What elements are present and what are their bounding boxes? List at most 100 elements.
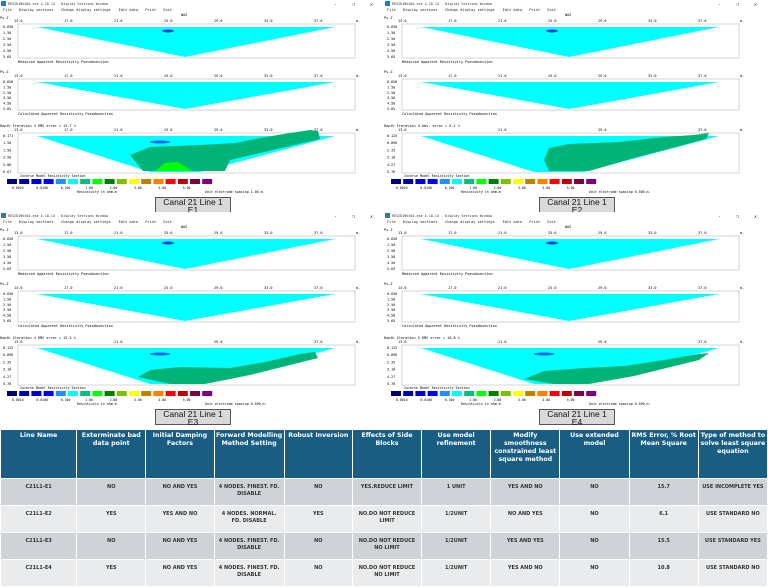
pseudosection xyxy=(37,27,335,57)
close-button[interactable]: ✕ xyxy=(754,214,757,220)
legend-value: 3.00 xyxy=(134,398,142,402)
legend-swatch xyxy=(391,391,401,396)
pseudosection xyxy=(421,239,719,269)
model-anomaly xyxy=(130,130,320,171)
depth-label: 4.27 xyxy=(387,375,395,379)
menu-item[interactable]: Edit data xyxy=(119,8,138,12)
close-button[interactable]: ✕ xyxy=(754,2,757,8)
legend-value: 5.00 xyxy=(567,398,575,402)
menu-item[interactable]: Change display settings xyxy=(61,8,111,12)
menu-item[interactable]: File xyxy=(387,8,396,12)
depth-label: 1.50 xyxy=(387,31,395,35)
minimize-button[interactable]: - xyxy=(334,2,337,8)
minimize-button[interactable]: - xyxy=(334,214,337,220)
unit-label: m. xyxy=(356,74,360,78)
legend-value: 4.00 xyxy=(158,186,166,190)
x-tick-label: 33.0 xyxy=(264,286,272,290)
menu-item[interactable]: Edit data xyxy=(119,220,138,224)
legend-value: 0.100 xyxy=(61,186,71,190)
menu-item[interactable]: Display sections xyxy=(19,8,54,12)
model-anomaly xyxy=(524,353,709,384)
menu-item[interactable]: Edit data xyxy=(503,220,522,224)
minimize-button[interactable]: - xyxy=(718,2,721,8)
section-window-E1[interactable]: RES2DINVx64.exe 4.10.14 - Display Sectio… xyxy=(0,0,384,213)
x-tick-label: 21.0 xyxy=(114,128,122,132)
unit-label: m. xyxy=(356,286,360,290)
x-tick-label: 29.0 xyxy=(214,286,222,290)
menu-item[interactable]: Display sections xyxy=(403,220,438,224)
menu-item[interactable]: File xyxy=(3,8,12,12)
legend-swatch xyxy=(19,391,30,396)
x-tick-label: 13.0 xyxy=(14,128,22,132)
menu-item[interactable]: Edit data xyxy=(503,8,522,12)
close-button[interactable]: ✕ xyxy=(370,214,373,220)
legend-value: 0.0100 xyxy=(36,186,48,190)
legend-swatch xyxy=(403,179,414,184)
x-tick-label: 13.0 xyxy=(14,231,22,235)
menu-item[interactable]: Change display settings xyxy=(445,8,495,12)
section-window-E2[interactable]: RES2DINVx64.exe 4.10.14 - Display Sectio… xyxy=(384,0,768,213)
menu-item[interactable]: Change display settings xyxy=(445,220,495,224)
menu-item[interactable]: Print xyxy=(145,220,156,224)
depth-label: 0.650 xyxy=(387,292,397,296)
legend-value: 3.00 xyxy=(134,186,142,190)
close-button[interactable]: ✕ xyxy=(370,2,373,8)
iteration-header: Depth Iteration 4 Abs. error = 6.1 % xyxy=(384,124,461,128)
menu-item[interactable]: Change display settings xyxy=(61,220,111,224)
legend-swatch xyxy=(513,391,523,396)
table-cell: NO xyxy=(284,479,352,505)
x-tick-label: 37.0 xyxy=(314,286,322,290)
legend-title: Inverse Model Resistivity Section xyxy=(20,174,86,178)
menu-item[interactable]: Print xyxy=(529,8,540,12)
table-cell: 15.5 xyxy=(629,533,698,559)
depth-label: 1.50 xyxy=(3,148,11,152)
menu-item[interactable]: File xyxy=(3,220,12,224)
app-icon xyxy=(385,1,390,6)
x-tick-label: 25.0 xyxy=(164,19,172,23)
legend-swatch xyxy=(141,391,152,396)
legend-swatch xyxy=(537,391,548,396)
depth-label: 3.50 xyxy=(3,96,11,100)
section-window-E3[interactable]: RES2DINVx64.exe 4.10.14 - Display Sectio… xyxy=(0,212,384,425)
unit-label: m. xyxy=(740,231,744,235)
maximize-button[interactable]: ❐ xyxy=(352,2,355,8)
title-bar xyxy=(0,0,384,7)
maximize-button[interactable]: ❐ xyxy=(352,214,355,220)
legend-swatch xyxy=(31,391,42,396)
x-tick-label: 21.0 xyxy=(114,231,122,235)
legend-value: 5.00 xyxy=(183,186,191,190)
legend-swatch xyxy=(537,179,548,184)
x-tick-label: 21.0 xyxy=(114,74,122,78)
menu-item[interactable]: File xyxy=(387,220,396,224)
x-tick-label: 29.0 xyxy=(214,74,222,78)
menu-item[interactable]: Exit xyxy=(163,220,172,224)
x-tick-label: 37.0 xyxy=(314,74,322,78)
menu-item[interactable]: Display sections xyxy=(403,8,438,12)
caption-box: Canal 21 Line 1 E2 xyxy=(539,197,615,213)
legend-swatch xyxy=(513,179,523,184)
x-tick-label: 21.0 xyxy=(498,19,506,23)
legend-swatch xyxy=(104,179,115,184)
x-tick-label: 17.0 xyxy=(448,19,456,23)
menu-item[interactable]: Print xyxy=(529,220,540,224)
minimize-button[interactable]: - xyxy=(718,214,721,220)
x-tick-label: 29.0 xyxy=(598,74,606,78)
maximize-button[interactable]: ❐ xyxy=(736,214,739,220)
depth-label: 0.171 xyxy=(3,134,13,138)
menu-item[interactable]: Display sections xyxy=(19,220,54,224)
table-cell: C21L1-E4 xyxy=(1,560,77,586)
menu-item[interactable]: Print xyxy=(145,8,156,12)
x-tick-label: 21.0 xyxy=(498,128,506,132)
column-header: Type of method to solve least square equ… xyxy=(698,430,767,478)
legend-value: 1.00 xyxy=(469,186,477,190)
depth-label: 3.50 xyxy=(3,43,11,47)
x-tick-label: 29.0 xyxy=(214,231,222,235)
section-window-E4[interactable]: RES2DINVx64.exe 4.10.14 - Display Sectio… xyxy=(384,212,768,425)
legend-swatch xyxy=(500,391,511,396)
menu-item[interactable]: Exit xyxy=(547,220,556,224)
legend-value: 0.100 xyxy=(445,186,455,190)
maximize-button[interactable]: ❐ xyxy=(736,2,739,8)
menu-item[interactable]: Exit xyxy=(547,8,556,12)
menu-item[interactable]: Exit xyxy=(163,8,172,12)
resistivity-unit: Resistivity in ohm.m xyxy=(77,402,117,406)
